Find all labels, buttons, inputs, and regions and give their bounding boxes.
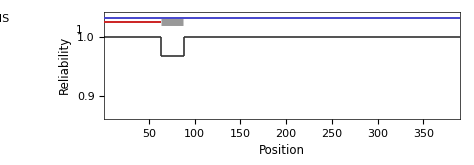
Text: 1: 1 [76, 25, 82, 35]
Text: TOPCONS: TOPCONS [0, 14, 9, 24]
X-axis label: Position: Position [259, 144, 305, 157]
Y-axis label: Reliability: Reliability [58, 36, 71, 94]
